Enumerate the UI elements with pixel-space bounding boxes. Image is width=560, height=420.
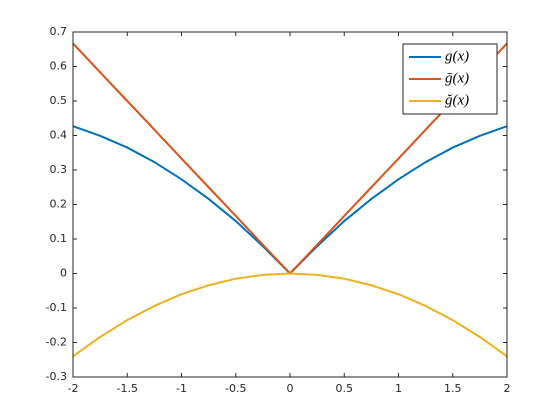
legend-label: ğ(x) <box>445 92 469 108</box>
x-tick-label: -2 <box>68 382 79 395</box>
x-tick-label: 0 <box>287 382 294 395</box>
x-tick-label: 0.5 <box>336 382 354 395</box>
y-tick-label: 0.2 <box>50 198 68 211</box>
x-tick-label: -1 <box>176 382 187 395</box>
y-tick-label: -0.3 <box>46 370 67 383</box>
x-tick-label: -1.5 <box>117 382 138 395</box>
y-tick-label: 0.5 <box>50 94 68 107</box>
y-tick-label: 0.1 <box>50 232 68 245</box>
x-tick-label: 1 <box>395 382 402 395</box>
series-line <box>72 272 508 358</box>
y-tick-label: -0.1 <box>46 301 67 314</box>
y-tick-label: 0.6 <box>50 60 68 73</box>
y-tick-label: 0.7 <box>50 25 68 38</box>
y-tick-label: -0.2 <box>46 336 67 349</box>
axes-box <box>72 31 508 378</box>
legend-label: g(x) <box>445 48 469 64</box>
y-tick-label: 0.4 <box>50 129 68 142</box>
x-tick-label: -0.5 <box>225 382 246 395</box>
x-tick-label: 2 <box>504 382 511 395</box>
y-tick-label: 0.3 <box>50 163 68 176</box>
x-tick-label: 1.5 <box>444 382 462 395</box>
legend-label: ḡ(x) <box>445 70 469 86</box>
y-tick-label: 0 <box>60 267 67 280</box>
